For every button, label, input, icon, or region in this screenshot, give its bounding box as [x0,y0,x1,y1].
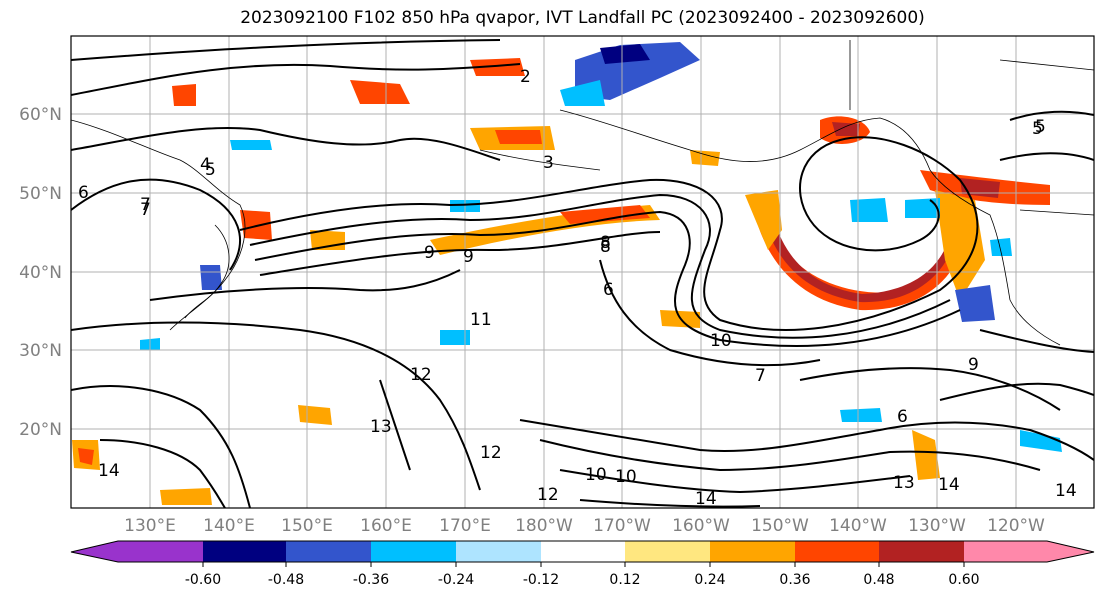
contour-label: 5 [1032,119,1043,139]
contour-labels: 2 3 4 5 6 7 8 9 10 11 12 13 14 5 6 7 10 … [78,67,1077,509]
contour-label: 10 [585,465,607,485]
colorbar-segment [286,541,371,562]
colorbar-segment [456,541,541,562]
contour-label: 7 [140,200,151,220]
contour-label: 7 [755,366,766,386]
contour-label: 5 [205,160,216,180]
colorbar-segment [541,541,625,562]
colorbar-label: -0.48 [268,572,304,588]
colorbar-label: 0.12 [609,572,640,588]
contour-label: 2 [520,67,531,87]
colorbar-label: 0.36 [779,572,810,588]
lon-label: 140°W [829,516,887,536]
contour-label: 7 [140,195,151,215]
colorbar-segment [964,541,1094,562]
colorbar-ticks [202,562,965,567]
colorbar-segment [203,541,286,562]
lat-label: 50°N [19,184,62,204]
contour-label: 12 [537,485,559,505]
colorbar: -0.60 -0.48 -0.36 -0.24 -0.12 0.12 0.24 … [70,540,1095,588]
contour-label: 14 [938,475,960,495]
contour-label: 13 [893,473,915,493]
contour-label: 12 [410,365,432,385]
contour-label: 6 [897,407,908,427]
contour-label: 3 [543,153,554,173]
contour-label: 9 [424,243,435,263]
colorbar-outline [70,540,1095,563]
contour-label: 8 [600,233,611,253]
lon-label: 160°E [360,516,412,536]
latitude-labels: 60°N 50°N 40°N 30°N 20°N [19,105,62,440]
contour-label: 4 [200,155,211,175]
gridlines [71,36,1094,508]
colorbar-label: 0.48 [863,572,894,588]
colorbar-segment [371,541,456,562]
lon-label: 120°W [987,516,1045,536]
lon-label: 130°W [908,516,966,536]
contour-label: 5 [1035,117,1046,137]
colorbar-label: -0.24 [438,572,474,588]
colorbar-label: 0.60 [948,572,979,588]
contour-label: 12 [480,443,502,463]
shaded-anomaly-layer [72,42,1062,505]
lon-label: 170°W [593,516,651,536]
contour-label: 14 [98,461,120,481]
colorbar-segment [879,541,964,562]
colorbar-label: 0.24 [694,572,725,588]
lat-label: 30°N [19,341,62,361]
colorbar-segment [710,541,795,562]
contour-label: 14 [1055,481,1077,501]
lon-label: 180°W [515,516,573,536]
lon-label: 160°W [672,516,730,536]
lon-label: 140°E [203,516,255,536]
contour-label: 14 [695,489,717,509]
lon-label: 130°E [124,516,176,536]
longitude-labels: 130°E 140°E 150°E 160°E 170°E 180°W 170°… [124,516,1045,536]
contour-label: 9 [968,355,979,375]
colorbar-segment [71,541,203,562]
contour-label: 10 [710,331,732,351]
lon-label: 150°W [751,516,809,536]
contour-label: 11 [470,310,492,330]
lat-label: 60°N [19,105,62,125]
contour-label: 13 [370,417,392,437]
contour-label: 10 [615,467,637,487]
contour-label: 9 [463,247,474,267]
lon-label: 150°E [281,516,333,536]
colorbar-label: -0.12 [523,572,559,588]
colorbar-segment [795,541,879,562]
contour-label: 6 [603,280,614,300]
lon-label: 170°E [439,516,491,536]
contour-label: 6 [78,183,89,203]
map-border [70,35,1095,509]
colorbar-label: -0.60 [185,572,221,588]
colorbar-segment [625,541,710,562]
ivt-contours [71,39,1094,508]
map-title: 2023092100 F102 850 hPa qvapor, IVT Land… [240,8,925,28]
contour-label: 8 [600,237,611,257]
colorbar-label: -0.36 [353,572,389,588]
lat-label: 20°N [19,420,62,440]
lat-label: 40°N [19,263,62,283]
